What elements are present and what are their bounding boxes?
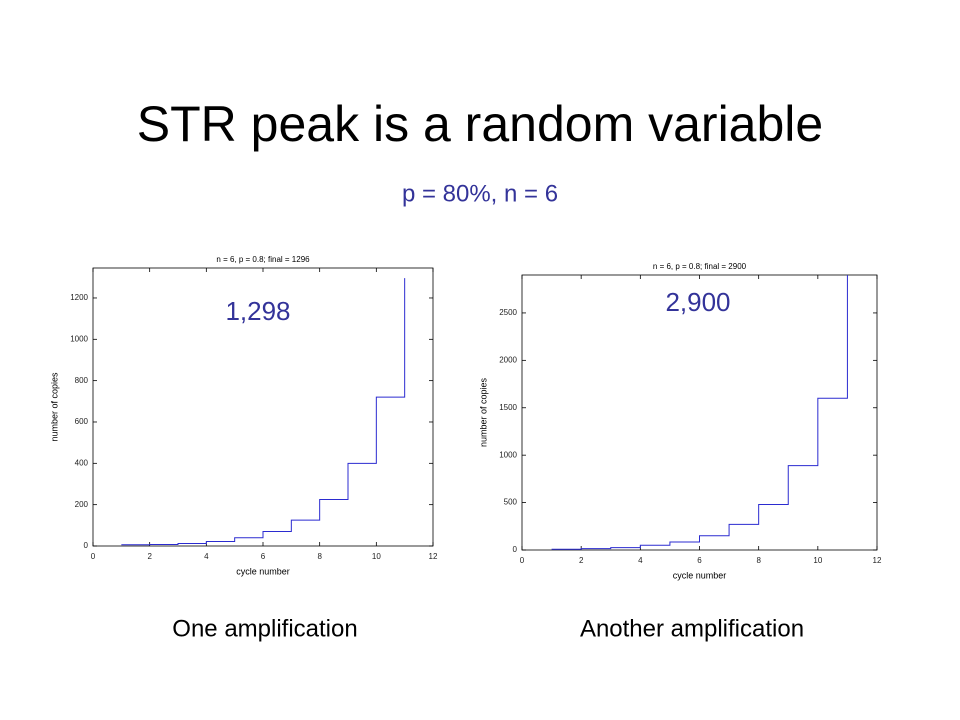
y-tick-label: 800 [75, 376, 89, 385]
y-tick-label: 400 [75, 458, 89, 467]
x-tick-label: 8 [756, 556, 761, 565]
slide-subtitle: p = 80%, n = 6 [402, 180, 558, 207]
annotation: 2,900 [665, 287, 730, 317]
caption: Another amplification [580, 615, 804, 642]
y-axis-label: number of copies [478, 377, 488, 447]
y-tick-label: 200 [75, 500, 89, 509]
x-tick-label: 10 [372, 552, 381, 561]
x-tick-label: 4 [638, 556, 643, 565]
y-tick-label: 1000 [70, 334, 88, 343]
step-line [551, 275, 848, 550]
annotation: 1,298 [225, 296, 290, 326]
y-tick-label: 2500 [499, 308, 517, 317]
step-line [121, 278, 406, 546]
x-axis-label: cycle number [673, 570, 727, 580]
y-tick-label: 1500 [499, 403, 517, 412]
x-tick-label: 6 [261, 552, 266, 561]
caption: One amplification [172, 615, 357, 642]
y-tick-label: 0 [84, 541, 89, 550]
x-tick-label: 2 [579, 556, 584, 565]
y-tick-label: 1200 [70, 293, 88, 302]
x-axis-label: cycle number [236, 566, 290, 576]
x-tick-label: 2 [147, 552, 152, 561]
y-tick-label: 600 [75, 417, 89, 426]
x-tick-label: 0 [91, 552, 96, 561]
slide-title: STR peak is a random variable [137, 96, 823, 152]
x-tick-label: 12 [429, 552, 438, 561]
x-tick-label: 8 [317, 552, 322, 561]
y-tick-label: 2000 [499, 355, 517, 364]
x-tick-label: 12 [873, 556, 882, 565]
y-tick-label: 1000 [499, 450, 517, 459]
chart-title: n = 6, p = 0.8; final = 2900 [653, 262, 747, 271]
x-tick-label: 4 [204, 552, 209, 561]
y-axis-label: number of copies [49, 372, 59, 442]
x-tick-label: 10 [813, 556, 822, 565]
x-tick-label: 0 [520, 556, 525, 565]
y-tick-label: 500 [504, 498, 518, 507]
y-tick-label: 0 [513, 545, 518, 554]
chart-title: n = 6, p = 0.8; final = 1296 [216, 255, 310, 264]
x-tick-label: 6 [697, 556, 702, 565]
